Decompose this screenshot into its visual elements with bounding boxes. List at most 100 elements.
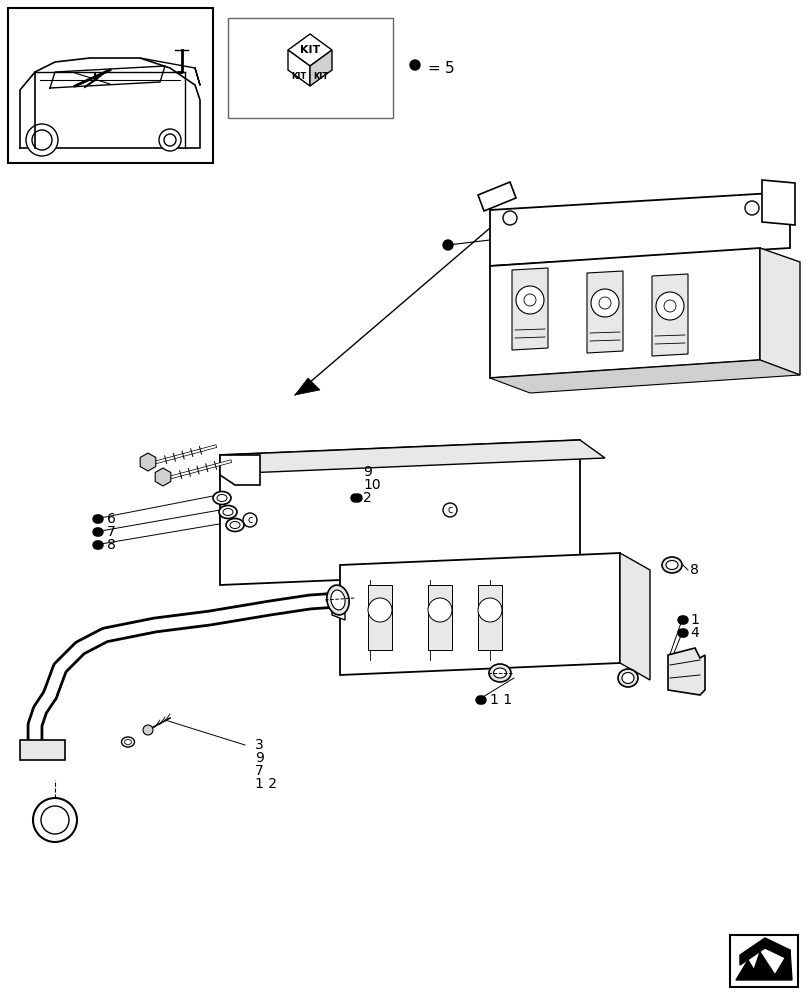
Text: 7: 7 bbox=[255, 764, 264, 778]
Ellipse shape bbox=[223, 508, 233, 516]
Text: 6: 6 bbox=[107, 512, 116, 526]
Polygon shape bbox=[489, 192, 789, 266]
Polygon shape bbox=[20, 740, 65, 760]
Circle shape bbox=[655, 292, 683, 320]
Circle shape bbox=[677, 616, 685, 624]
Circle shape bbox=[26, 124, 58, 156]
Ellipse shape bbox=[331, 590, 345, 610]
Circle shape bbox=[159, 129, 181, 151]
Polygon shape bbox=[620, 553, 649, 680]
Text: 1 1: 1 1 bbox=[489, 693, 512, 707]
Ellipse shape bbox=[661, 557, 681, 573]
Circle shape bbox=[350, 494, 358, 502]
Text: c: c bbox=[247, 515, 252, 525]
Polygon shape bbox=[20, 58, 200, 148]
Circle shape bbox=[475, 696, 483, 704]
Circle shape bbox=[95, 541, 103, 549]
Polygon shape bbox=[667, 648, 704, 695]
Ellipse shape bbox=[122, 737, 135, 747]
Text: 4: 4 bbox=[689, 626, 698, 640]
Text: 8: 8 bbox=[689, 563, 698, 577]
Circle shape bbox=[367, 598, 392, 622]
Circle shape bbox=[41, 806, 69, 834]
Polygon shape bbox=[478, 585, 501, 650]
Text: KIT: KIT bbox=[313, 72, 328, 81]
Polygon shape bbox=[155, 468, 170, 486]
Polygon shape bbox=[427, 585, 452, 650]
Bar bbox=[729, 935, 797, 987]
Text: 2: 2 bbox=[363, 491, 371, 505]
Text: 5: 5 bbox=[444, 61, 454, 76]
Polygon shape bbox=[489, 248, 759, 378]
Circle shape bbox=[679, 616, 687, 624]
Ellipse shape bbox=[617, 669, 637, 687]
Text: 7: 7 bbox=[107, 525, 116, 539]
Polygon shape bbox=[735, 950, 791, 980]
Text: 3: 3 bbox=[255, 738, 264, 752]
Circle shape bbox=[478, 696, 486, 704]
Circle shape bbox=[33, 798, 77, 842]
Circle shape bbox=[744, 201, 758, 215]
Polygon shape bbox=[512, 268, 547, 350]
Polygon shape bbox=[288, 34, 332, 66]
Circle shape bbox=[523, 294, 535, 306]
Circle shape bbox=[443, 503, 457, 517]
Circle shape bbox=[410, 60, 419, 70]
Polygon shape bbox=[220, 440, 579, 585]
Ellipse shape bbox=[219, 506, 237, 518]
Circle shape bbox=[143, 725, 152, 735]
Polygon shape bbox=[367, 585, 392, 650]
Polygon shape bbox=[586, 271, 622, 353]
Ellipse shape bbox=[225, 518, 243, 532]
Ellipse shape bbox=[488, 664, 510, 682]
Polygon shape bbox=[220, 440, 604, 473]
Ellipse shape bbox=[230, 522, 240, 528]
Circle shape bbox=[478, 598, 501, 622]
Circle shape bbox=[677, 629, 685, 637]
Ellipse shape bbox=[124, 740, 131, 744]
Ellipse shape bbox=[327, 585, 349, 615]
Polygon shape bbox=[140, 453, 156, 471]
Circle shape bbox=[663, 300, 676, 312]
Text: 10: 10 bbox=[363, 478, 380, 492]
Circle shape bbox=[515, 286, 543, 314]
Polygon shape bbox=[651, 274, 687, 356]
Text: KIT: KIT bbox=[291, 72, 307, 81]
Polygon shape bbox=[220, 455, 260, 485]
Ellipse shape bbox=[493, 668, 506, 678]
Ellipse shape bbox=[217, 494, 227, 502]
Ellipse shape bbox=[212, 491, 230, 504]
Polygon shape bbox=[478, 182, 515, 211]
Circle shape bbox=[93, 528, 101, 536]
Circle shape bbox=[93, 515, 101, 523]
Circle shape bbox=[354, 494, 362, 502]
Text: 9: 9 bbox=[255, 751, 264, 765]
Polygon shape bbox=[761, 180, 794, 225]
Text: 1 2: 1 2 bbox=[255, 777, 277, 791]
Polygon shape bbox=[489, 360, 799, 393]
Circle shape bbox=[242, 513, 257, 527]
Ellipse shape bbox=[665, 560, 677, 570]
Circle shape bbox=[599, 297, 610, 309]
Circle shape bbox=[443, 240, 453, 250]
Polygon shape bbox=[332, 605, 345, 620]
Circle shape bbox=[679, 629, 687, 637]
Circle shape bbox=[95, 528, 103, 536]
Polygon shape bbox=[310, 50, 332, 86]
Text: KIT: KIT bbox=[299, 45, 320, 55]
Circle shape bbox=[93, 541, 101, 549]
Text: c: c bbox=[447, 505, 452, 515]
Ellipse shape bbox=[621, 672, 633, 684]
Polygon shape bbox=[340, 553, 620, 675]
Bar bbox=[228, 18, 393, 118]
Polygon shape bbox=[288, 50, 310, 86]
Circle shape bbox=[590, 289, 618, 317]
Polygon shape bbox=[294, 378, 320, 395]
Text: 8: 8 bbox=[107, 538, 116, 552]
Polygon shape bbox=[739, 938, 789, 965]
Circle shape bbox=[427, 598, 452, 622]
Text: 1: 1 bbox=[689, 613, 698, 627]
Bar bbox=[8, 8, 212, 163]
Text: =: = bbox=[427, 61, 440, 76]
Text: 9: 9 bbox=[363, 465, 371, 479]
